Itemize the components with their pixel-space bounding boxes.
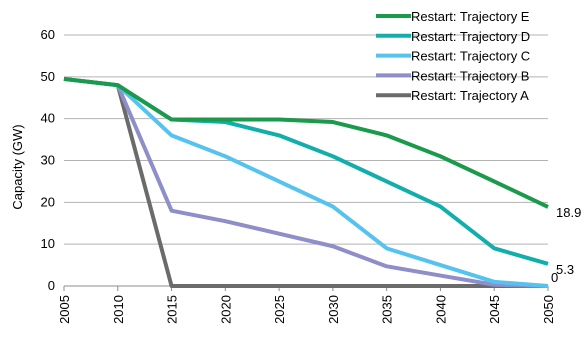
y-tick-label: 60 [41, 27, 55, 42]
x-tick-label: 2040 [433, 295, 448, 324]
legend-label: Restart: Trajectory E [411, 9, 530, 24]
series-lines [63, 76, 549, 288]
x-tick-label: 2045 [487, 295, 502, 324]
legend-label: Restart: Trajectory A [411, 88, 529, 103]
y-tick-label: 50 [41, 69, 55, 84]
y-axis: 0 10 20 30 40 50 60 [41, 27, 55, 293]
legend-label: Restart: Trajectory D [411, 29, 530, 44]
end-value-label: 18.9 [556, 205, 581, 220]
legend-label: Restart: Trajectory B [411, 68, 529, 83]
end-value-label: 0 [551, 270, 558, 285]
y-tick-label: 10 [41, 236, 55, 251]
end-value-label: 5.3 [556, 262, 574, 277]
end-labels: 18.9 5.30 [551, 205, 581, 285]
x-tick-label: 2010 [111, 295, 126, 324]
series-line-b [63, 76, 549, 288]
x-tick-label: 2005 [57, 295, 72, 324]
x-tick-label: 2035 [380, 295, 395, 324]
y-axis-title: Capacity (GW) [10, 124, 25, 209]
y-tick-label: 0 [48, 278, 55, 293]
y-tick-label: 40 [41, 111, 55, 126]
x-tick-label: 2020 [218, 295, 233, 324]
gridlines [64, 34, 548, 245]
series-line-a [63, 76, 548, 288]
x-axis: 2005 2010 2015 2020 2025 2030 2035 2040 2045 2050 [57, 285, 556, 324]
y-tick-label: 30 [41, 153, 55, 168]
x-tick-label: 2030 [326, 295, 341, 324]
series-line-e [63, 76, 549, 209]
legend-label: Restart: Trajectory C [411, 49, 530, 64]
x-tick-label: 2015 [165, 295, 180, 324]
x-tick-label: 2050 [541, 295, 556, 324]
legend: Restart: Trajectory E Restart: Trajectory… [376, 9, 530, 103]
y-tick-label: 20 [41, 194, 55, 209]
series-line-c [63, 76, 549, 288]
x-tick-label: 2025 [272, 295, 287, 324]
